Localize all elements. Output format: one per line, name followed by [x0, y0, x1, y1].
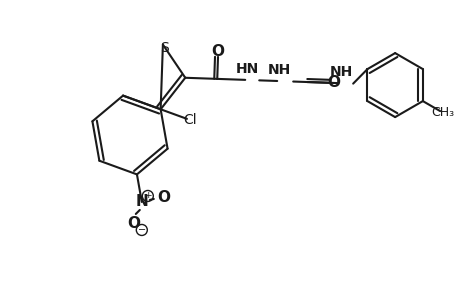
- Text: NH: NH: [329, 65, 352, 79]
- Text: S: S: [160, 40, 169, 55]
- Text: CH₃: CH₃: [430, 106, 453, 119]
- Text: O: O: [327, 76, 340, 91]
- Text: Cl: Cl: [183, 113, 196, 127]
- Text: O: O: [157, 190, 170, 206]
- Text: +: +: [144, 191, 151, 200]
- Text: O: O: [211, 44, 224, 59]
- Text: HN: HN: [235, 62, 258, 76]
- Text: O: O: [127, 217, 140, 232]
- Text: −: −: [137, 225, 146, 235]
- Text: NH: NH: [267, 63, 290, 77]
- Text: N: N: [135, 194, 148, 209]
